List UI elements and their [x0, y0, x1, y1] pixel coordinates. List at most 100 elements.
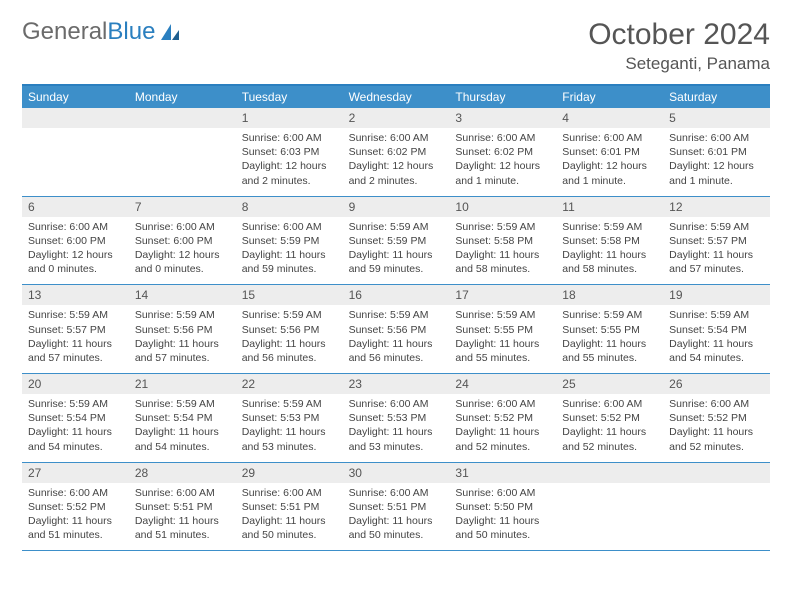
daylight-text: Daylight: 11 hours and 58 minutes.	[562, 248, 657, 276]
day-number: 25	[556, 374, 663, 394]
sunrise-text: Sunrise: 6:00 AM	[28, 220, 123, 234]
daylight-text: Daylight: 11 hours and 50 minutes.	[242, 514, 337, 542]
day-number: 26	[663, 374, 770, 394]
day-number: 1	[236, 108, 343, 128]
sunset-text: Sunset: 5:51 PM	[242, 500, 337, 514]
day-number: 9	[343, 197, 450, 217]
daylight-text: Daylight: 11 hours and 51 minutes.	[28, 514, 123, 542]
day-number: 14	[129, 285, 236, 305]
day-number: 28	[129, 463, 236, 483]
day-cell: Sunrise: 5:59 AMSunset: 5:59 PMDaylight:…	[343, 217, 450, 285]
day-cell: Sunrise: 6:00 AMSunset: 6:01 PMDaylight:…	[663, 128, 770, 196]
weekday-header: Monday	[129, 86, 236, 108]
weekday-header-row: SundayMondayTuesdayWednesdayThursdayFrid…	[22, 86, 770, 108]
daylight-text: Daylight: 11 hours and 53 minutes.	[349, 425, 444, 453]
weekday-header: Thursday	[449, 86, 556, 108]
daylight-text: Daylight: 11 hours and 58 minutes.	[455, 248, 550, 276]
sunset-text: Sunset: 5:52 PM	[455, 411, 550, 425]
day-number: 19	[663, 285, 770, 305]
sunrise-text: Sunrise: 5:59 AM	[28, 397, 123, 411]
daylight-text: Daylight: 12 hours and 1 minute.	[455, 159, 550, 187]
sunrise-text: Sunrise: 5:59 AM	[242, 308, 337, 322]
day-number: 5	[663, 108, 770, 128]
daylight-text: Daylight: 11 hours and 57 minutes.	[135, 337, 230, 365]
sunrise-text: Sunrise: 6:00 AM	[669, 397, 764, 411]
sunset-text: Sunset: 5:52 PM	[28, 500, 123, 514]
day-number: 13	[22, 285, 129, 305]
sunset-text: Sunset: 5:52 PM	[669, 411, 764, 425]
day-number: 29	[236, 463, 343, 483]
sunset-text: Sunset: 6:01 PM	[562, 145, 657, 159]
day-number: 12	[663, 197, 770, 217]
sunset-text: Sunset: 5:56 PM	[349, 323, 444, 337]
daylight-text: Daylight: 11 hours and 52 minutes.	[562, 425, 657, 453]
day-cell: Sunrise: 5:59 AMSunset: 5:58 PMDaylight:…	[449, 217, 556, 285]
sunrise-text: Sunrise: 6:00 AM	[242, 486, 337, 500]
daylight-text: Daylight: 11 hours and 52 minutes.	[669, 425, 764, 453]
daylight-text: Daylight: 12 hours and 0 minutes.	[135, 248, 230, 276]
day-number	[663, 463, 770, 483]
day-number	[129, 108, 236, 128]
week-row: Sunrise: 6:00 AMSunset: 6:00 PMDaylight:…	[22, 217, 770, 286]
sunrise-text: Sunrise: 6:00 AM	[455, 131, 550, 145]
day-cell: Sunrise: 6:00 AMSunset: 6:02 PMDaylight:…	[449, 128, 556, 196]
logo: GeneralBlue	[22, 18, 181, 46]
sunset-text: Sunset: 5:55 PM	[562, 323, 657, 337]
sunrise-text: Sunrise: 6:00 AM	[135, 486, 230, 500]
day-number: 16	[343, 285, 450, 305]
day-number: 20	[22, 374, 129, 394]
sunset-text: Sunset: 5:58 PM	[562, 234, 657, 248]
day-cell: Sunrise: 5:59 AMSunset: 5:56 PMDaylight:…	[129, 305, 236, 373]
day-cell	[129, 128, 236, 196]
sunset-text: Sunset: 5:51 PM	[135, 500, 230, 514]
sunrise-text: Sunrise: 6:00 AM	[135, 220, 230, 234]
day-number-row: 6789101112	[22, 197, 770, 217]
day-cell: Sunrise: 5:59 AMSunset: 5:57 PMDaylight:…	[22, 305, 129, 373]
sunrise-text: Sunrise: 6:00 AM	[455, 486, 550, 500]
sunrise-text: Sunrise: 5:59 AM	[669, 308, 764, 322]
day-cell: Sunrise: 6:00 AMSunset: 5:52 PMDaylight:…	[556, 394, 663, 462]
week-row: Sunrise: 6:00 AMSunset: 5:52 PMDaylight:…	[22, 483, 770, 552]
daylight-text: Daylight: 11 hours and 57 minutes.	[28, 337, 123, 365]
sunrise-text: Sunrise: 6:00 AM	[562, 131, 657, 145]
day-cell: Sunrise: 6:00 AMSunset: 5:50 PMDaylight:…	[449, 483, 556, 551]
weekday-header: Friday	[556, 86, 663, 108]
sunrise-text: Sunrise: 5:59 AM	[455, 308, 550, 322]
sunrise-text: Sunrise: 5:59 AM	[455, 220, 550, 234]
logo-text-2: Blue	[107, 18, 155, 46]
daylight-text: Daylight: 12 hours and 0 minutes.	[28, 248, 123, 276]
daylight-text: Daylight: 11 hours and 59 minutes.	[349, 248, 444, 276]
day-cell: Sunrise: 6:00 AMSunset: 5:51 PMDaylight:…	[236, 483, 343, 551]
day-cell: Sunrise: 6:00 AMSunset: 6:00 PMDaylight:…	[22, 217, 129, 285]
weekday-header: Saturday	[663, 86, 770, 108]
sunset-text: Sunset: 5:57 PM	[28, 323, 123, 337]
day-cell: Sunrise: 5:59 AMSunset: 5:56 PMDaylight:…	[236, 305, 343, 373]
day-number: 24	[449, 374, 556, 394]
day-cell: Sunrise: 6:00 AMSunset: 6:03 PMDaylight:…	[236, 128, 343, 196]
sunset-text: Sunset: 5:57 PM	[669, 234, 764, 248]
daylight-text: Daylight: 11 hours and 55 minutes.	[455, 337, 550, 365]
weekday-header: Wednesday	[343, 86, 450, 108]
logo-text-1: General	[22, 18, 107, 46]
day-cell	[22, 128, 129, 196]
day-number: 27	[22, 463, 129, 483]
week-row: Sunrise: 5:59 AMSunset: 5:57 PMDaylight:…	[22, 305, 770, 374]
sunset-text: Sunset: 6:03 PM	[242, 145, 337, 159]
sunset-text: Sunset: 5:56 PM	[242, 323, 337, 337]
daylight-text: Daylight: 12 hours and 1 minute.	[669, 159, 764, 187]
sunrise-text: Sunrise: 5:59 AM	[28, 308, 123, 322]
daylight-text: Daylight: 11 hours and 56 minutes.	[349, 337, 444, 365]
calendar: SundayMondayTuesdayWednesdayThursdayFrid…	[22, 84, 770, 551]
daylight-text: Daylight: 12 hours and 2 minutes.	[349, 159, 444, 187]
sunrise-text: Sunrise: 6:00 AM	[349, 397, 444, 411]
logo-sail-icon	[159, 22, 181, 42]
day-cell: Sunrise: 6:00 AMSunset: 5:51 PMDaylight:…	[343, 483, 450, 551]
week-row: Sunrise: 6:00 AMSunset: 6:03 PMDaylight:…	[22, 128, 770, 197]
day-cell: Sunrise: 5:59 AMSunset: 5:57 PMDaylight:…	[663, 217, 770, 285]
day-number: 15	[236, 285, 343, 305]
sunrise-text: Sunrise: 6:00 AM	[242, 131, 337, 145]
sunset-text: Sunset: 5:54 PM	[669, 323, 764, 337]
title-block: October 2024 Seteganti, Panama	[588, 18, 770, 74]
day-number-row: 20212223242526	[22, 374, 770, 394]
day-cell: Sunrise: 6:00 AMSunset: 5:52 PMDaylight:…	[663, 394, 770, 462]
